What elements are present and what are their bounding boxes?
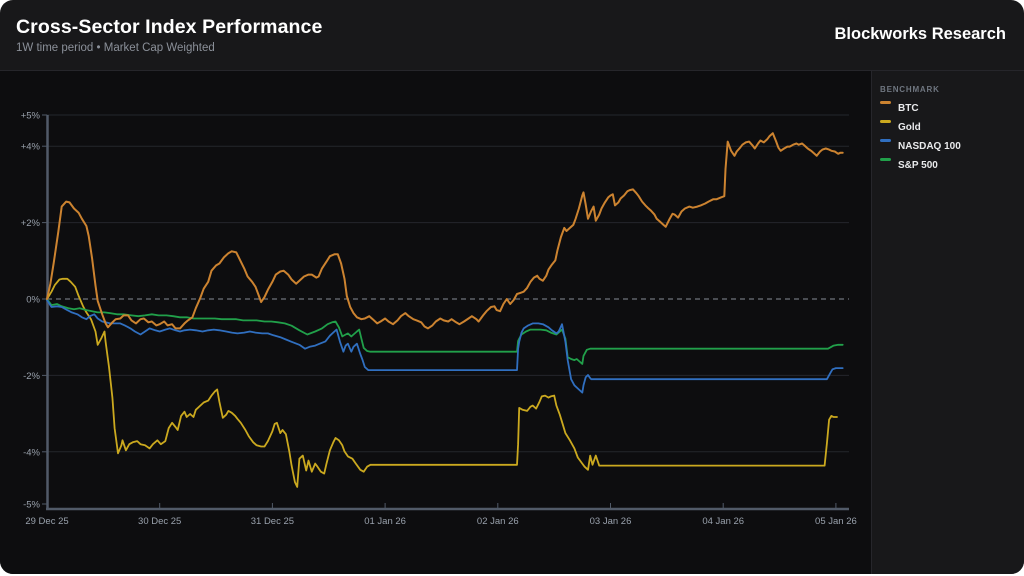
legend-label: S&P 500 xyxy=(898,160,938,171)
x-axis-label: 29 Dec 25 xyxy=(25,516,68,527)
x-axis-label: 05 Jan 26 xyxy=(815,516,857,527)
series-line-sp-500 xyxy=(46,298,844,365)
y-axis-label: +5% xyxy=(21,111,41,122)
y-axis-label: 0% xyxy=(26,295,40,306)
x-axis-label: 03 Jan 26 xyxy=(590,516,632,527)
brand-logo: Blockworks Research xyxy=(834,25,1006,43)
chart-subtitle: 1W time period • Market Cap Weighted xyxy=(16,42,215,54)
series-line-nasdaq-100 xyxy=(46,299,844,394)
legend-label: Gold xyxy=(898,122,921,133)
legend-item-btc[interactable]: BTC xyxy=(880,101,1024,116)
series-line-gold xyxy=(46,277,838,488)
legend-item-sp-500[interactable]: S&P 500 xyxy=(880,158,1024,173)
btc-color-swatch xyxy=(880,101,891,104)
chart-area[interactable]: +5% +4% +2% 0% -2% -4% -5% 29 Dec 25 30 Dec 25 31… xyxy=(0,71,871,574)
legend-heading: BENCHMARK xyxy=(880,85,940,94)
sp-500-color-swatch xyxy=(880,158,891,161)
legend-label: BTC xyxy=(898,103,919,114)
legend-label: NASDAQ 100 xyxy=(898,141,961,152)
page-title: Cross-Sector Index Performance xyxy=(16,16,323,38)
y-axis-label: +2% xyxy=(21,218,41,229)
x-axis-label: 02 Jan 26 xyxy=(477,516,519,527)
x-axis-label: 31 Dec 25 xyxy=(251,516,294,527)
y-axis-label: +4% xyxy=(21,142,41,153)
legend-item-nasdaq-100[interactable]: NASDAQ 100 xyxy=(880,139,1024,154)
nasdaq-100-color-swatch xyxy=(880,139,891,142)
x-axis-label: 01 Jan 26 xyxy=(364,516,406,527)
chart-header: Cross-Sector Index Performance 1W time p… xyxy=(0,0,1024,71)
legend-item-gold[interactable]: Gold xyxy=(880,120,1024,135)
y-axis-label: -5% xyxy=(23,500,40,511)
gold-color-swatch xyxy=(880,120,891,123)
x-axis-label: 30 Dec 25 xyxy=(138,516,181,527)
y-axis-label: -4% xyxy=(23,447,40,458)
performance-line-chart[interactable]: +5% +4% +2% 0% -2% -4% -5% 29 Dec 25 30 Dec 25 31… xyxy=(0,71,871,574)
y-axis-label: -2% xyxy=(23,371,40,382)
series-line-btc xyxy=(46,132,844,330)
x-axis-label: 04 Jan 26 xyxy=(702,516,744,527)
legend-panel: BENCHMARK BTC Gold NASDAQ 100 S&P 500 xyxy=(871,71,1024,574)
